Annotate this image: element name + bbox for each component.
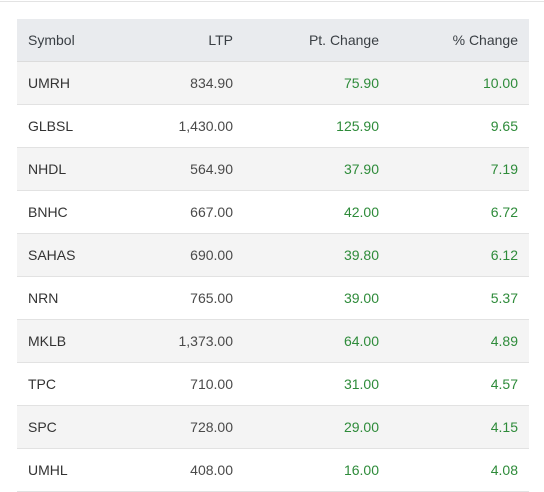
table-row: TPC 710.00 31.00 4.57 — [17, 362, 529, 406]
value-cell: 10.00 — [390, 61, 529, 105]
column-header: LTP — [127, 19, 244, 62]
table-header: Symbol LTP Pt. Change% Change — [17, 19, 529, 62]
value-cell: 7.19 — [390, 147, 529, 191]
value-cell: 39.80 — [244, 233, 390, 277]
symbol-cell: TPC — [17, 362, 127, 406]
symbol-cell: GLBSL — [17, 104, 127, 148]
header-row: Symbol LTP Pt. Change% Change — [17, 19, 529, 62]
column-header: Symbol — [17, 19, 127, 62]
value-cell: 37.90 — [244, 147, 390, 191]
value-cell: 564.90 — [127, 147, 244, 191]
value-cell: 29.00 — [244, 405, 390, 449]
symbol-cell: MKLB — [17, 319, 127, 363]
value-cell: 16.00 — [244, 448, 390, 492]
value-cell: 9.65 — [390, 104, 529, 148]
symbol-cell: NRN — [17, 276, 127, 320]
value-cell: 6.12 — [390, 233, 529, 277]
gainers-table: Symbol LTP Pt. Change% Change UMRH 834.90 75… — [17, 19, 529, 492]
table-row: NHDL 564.90 37.90 7.19 — [17, 147, 529, 191]
value-cell: 75.90 — [244, 61, 390, 105]
value-cell: 4.89 — [390, 319, 529, 363]
table-row: NRN 765.00 39.00 5.37 — [17, 276, 529, 320]
table-row: UMRH 834.90 75.90 10.00 — [17, 61, 529, 105]
value-cell: 64.00 — [244, 319, 390, 363]
table-body: UMRH 834.90 75.90 10.00 GLBSL 1,430.00 125.90 9… — [17, 61, 529, 492]
value-cell: 4.57 — [390, 362, 529, 406]
value-cell: 6.72 — [390, 190, 529, 234]
value-cell: 667.00 — [127, 190, 244, 234]
value-cell: 1,373.00 — [127, 319, 244, 363]
table-row: MKLB 1,373.00 64.00 4.89 — [17, 319, 529, 363]
symbol-cell: UMHL — [17, 448, 127, 492]
value-cell: 765.00 — [127, 276, 244, 320]
table-row: GLBSL 1,430.00 125.90 9.65 — [17, 104, 529, 148]
value-cell: 42.00 — [244, 190, 390, 234]
value-cell: 39.00 — [244, 276, 390, 320]
symbol-cell: BNHC — [17, 190, 127, 234]
table-row: BNHC 667.00 42.00 6.72 — [17, 190, 529, 234]
value-cell: 408.00 — [127, 448, 244, 492]
top-divider — [0, 1, 544, 2]
value-cell: 4.08 — [390, 448, 529, 492]
symbol-cell: UMRH — [17, 61, 127, 105]
value-cell: 31.00 — [244, 362, 390, 406]
table-row: UMHL 408.00 16.00 4.08 — [17, 448, 529, 492]
value-cell: 728.00 — [127, 405, 244, 449]
value-cell: 710.00 — [127, 362, 244, 406]
column-header: Pt. Change — [244, 19, 390, 62]
value-cell: 4.15 — [390, 405, 529, 449]
value-cell: 5.37 — [390, 276, 529, 320]
value-cell: 690.00 — [127, 233, 244, 277]
column-header: % Change — [390, 19, 529, 62]
symbol-cell: SPC — [17, 405, 127, 449]
symbol-cell: SAHAS — [17, 233, 127, 277]
table-row: SAHAS 690.00 39.80 6.12 — [17, 233, 529, 277]
value-cell: 1,430.00 — [127, 104, 244, 148]
value-cell: 125.90 — [244, 104, 390, 148]
symbol-cell: NHDL — [17, 147, 127, 191]
table-row: SPC 728.00 29.00 4.15 — [17, 405, 529, 449]
value-cell: 834.90 — [127, 61, 244, 105]
